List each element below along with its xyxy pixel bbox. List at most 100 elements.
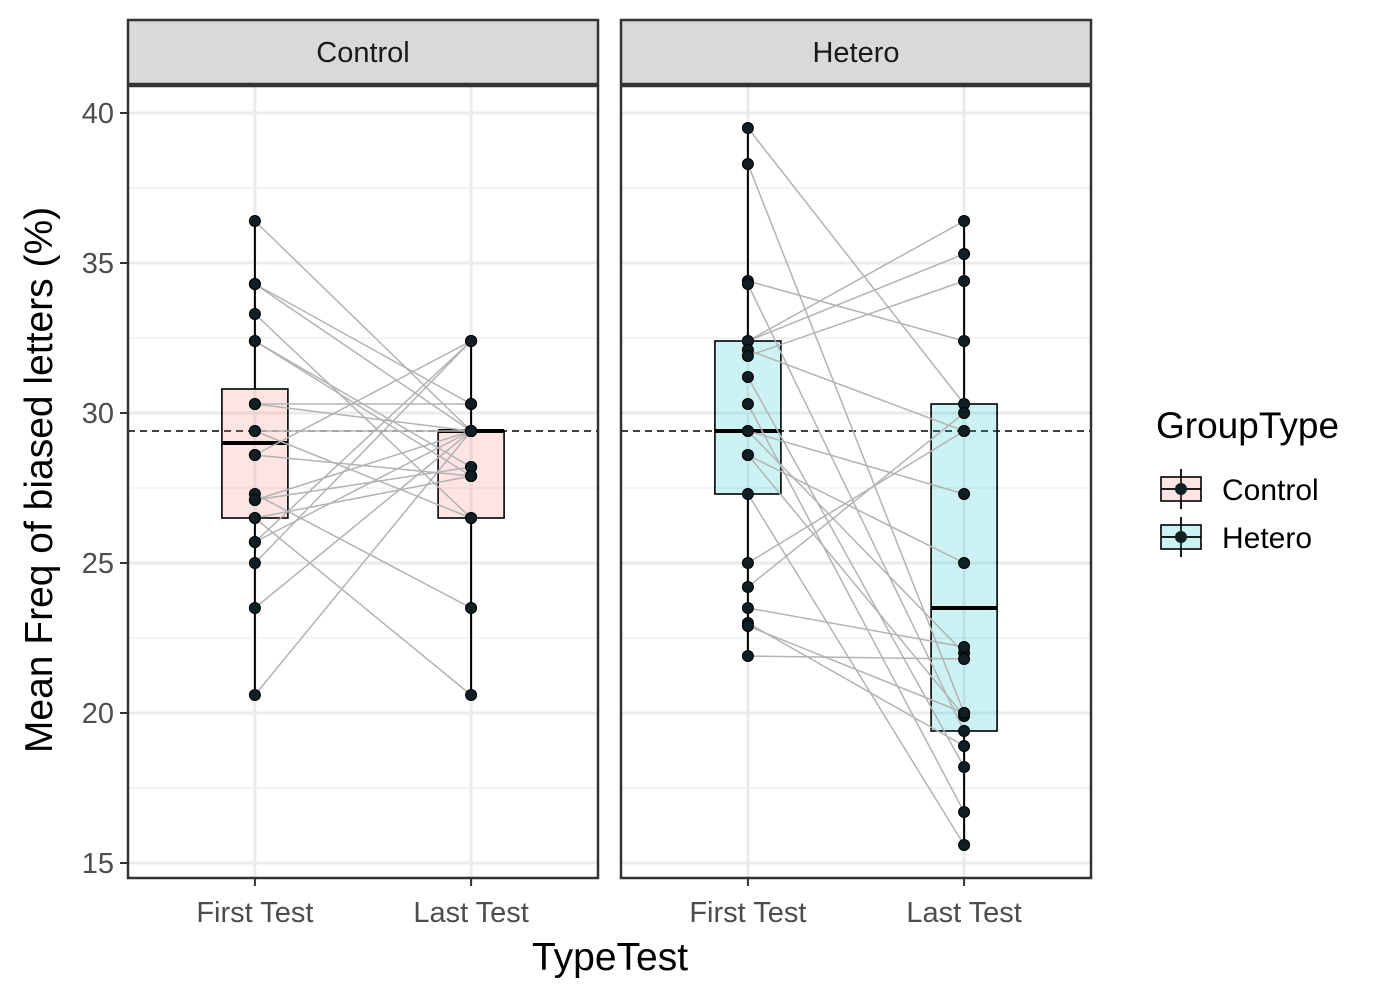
data-point: [958, 740, 971, 752]
data-point: [465, 335, 478, 347]
x-tick-label: Last Test: [413, 897, 529, 929]
panel-background: [128, 86, 598, 878]
y-tick-label: 35: [82, 248, 114, 280]
facet-panel-control: Control First Test Last Test 15 20 25 30 35 40: [82, 18, 600, 929]
pair-line: [747, 430, 965, 654]
panel-border: [126, 84, 600, 880]
legend-title: GroupType: [1156, 405, 1339, 446]
pair-line: [254, 340, 472, 543]
pair-line: [747, 349, 965, 432]
x-tick-label: Last Test: [906, 897, 1022, 929]
data-point: [465, 512, 478, 524]
data-point: [741, 449, 754, 461]
pair-line: [254, 403, 472, 432]
data-point: [958, 761, 971, 773]
facet-strip-label: Hetero: [812, 37, 899, 69]
pair-line: [747, 280, 965, 357]
pair-line: [747, 625, 965, 714]
data-point: [958, 248, 971, 260]
data-point: [958, 335, 971, 347]
pair-line: [254, 340, 472, 456]
pair-line: [747, 454, 965, 564]
legend-item-hetero: Hetero: [1160, 517, 1312, 557]
pair-line: [747, 430, 965, 564]
data-point: [248, 512, 261, 524]
data-point: [465, 398, 478, 410]
data-point: [741, 620, 754, 632]
pair-line: [747, 253, 965, 342]
pair-line: [254, 517, 472, 696]
pair-line: [747, 403, 965, 813]
facet-panels: Control First Test Last Test 15 20 25 30 35 40 He…: [82, 18, 1093, 929]
data-point: [741, 398, 754, 410]
data-point: [958, 557, 971, 569]
pair-line: [254, 283, 472, 432]
pair-line: [747, 607, 965, 648]
data-point: [741, 350, 754, 362]
data-point: [248, 215, 261, 227]
pair-line: [254, 466, 472, 501]
pair-line: [254, 430, 472, 696]
data-point: [958, 725, 971, 737]
data-point: [248, 536, 261, 548]
data-point: [741, 557, 754, 569]
data-point: [465, 689, 478, 701]
data-point: [958, 215, 971, 227]
data-point: [248, 449, 261, 461]
pair-line: [747, 655, 965, 660]
pair-line: [254, 493, 472, 609]
data-point: [958, 641, 971, 653]
pair-line: [254, 430, 472, 501]
x-tick-label: First Test: [689, 897, 806, 929]
y-tick-label: 20: [82, 698, 114, 730]
pair-line: [254, 220, 472, 432]
data-point: [465, 470, 478, 482]
data-point: [741, 371, 754, 383]
legend-key-point: [1175, 483, 1187, 495]
data-point: [741, 581, 754, 593]
data-point: [958, 425, 971, 437]
pair-line: [254, 430, 472, 519]
data-point: [248, 602, 261, 614]
facet-strip: [126, 18, 600, 86]
pair-line: [747, 430, 965, 495]
data-point: [248, 557, 261, 569]
data-point: [248, 278, 261, 290]
pair-line: [747, 127, 965, 405]
facet-strip-label: Control: [316, 37, 410, 69]
pair-line: [254, 340, 472, 564]
data-point: [248, 494, 261, 506]
y-axis-title: Mean Freq of biased letters (%): [18, 207, 61, 753]
facet-strip: [619, 18, 1093, 86]
data-point: [741, 602, 754, 614]
panel-border: [619, 84, 1093, 880]
legend-item-label: Hetero: [1222, 522, 1312, 555]
data-point: [465, 425, 478, 437]
pair-line: [747, 220, 965, 342]
data-point: [465, 602, 478, 614]
data-point: [248, 308, 261, 320]
y-tick-label: 30: [82, 398, 114, 430]
data-point: [958, 275, 971, 287]
legend-item-control: Control: [1160, 469, 1319, 509]
data-point: [741, 122, 754, 134]
data-point: [248, 689, 261, 701]
pair-line: [747, 412, 965, 588]
data-point: [958, 707, 971, 719]
pair-line: [254, 430, 472, 609]
pair-line: [747, 163, 965, 714]
pair-line: [747, 280, 965, 342]
y-tick-label: 15: [82, 848, 114, 880]
facet-panel-hetero: Hetero First Test Last Test: [619, 18, 1093, 929]
legend-item-label: Control: [1222, 474, 1319, 507]
pair-line: [747, 283, 965, 732]
pair-line: [254, 340, 472, 477]
data-point: [741, 278, 754, 290]
pair-line: [747, 622, 965, 747]
data-point: [248, 335, 261, 347]
data-point: [741, 158, 754, 170]
data-point: [958, 839, 971, 851]
pair-line: [254, 313, 472, 519]
data-point: [741, 488, 754, 500]
